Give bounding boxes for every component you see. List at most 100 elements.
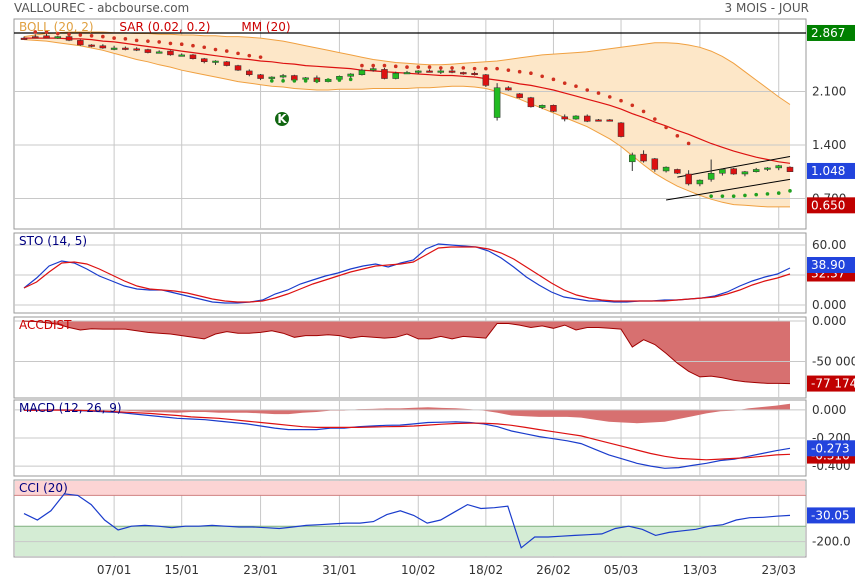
candle-body	[20, 37, 28, 40]
macd-main-tag-bg	[807, 440, 855, 457]
candle-body	[415, 70, 422, 73]
candle-body	[685, 173, 692, 185]
y-tick-1-0: 60.00	[812, 238, 846, 252]
legend-2-0: ACCDIST	[19, 318, 72, 332]
sar-dot	[675, 134, 680, 138]
sar-dot	[348, 77, 353, 82]
sar-dot	[157, 40, 161, 44]
sar-dot	[438, 66, 443, 70]
sar-dot	[517, 69, 522, 74]
sar-dot	[720, 194, 725, 198]
legend-1-0: STO (14, 5)	[19, 234, 87, 248]
candle-body	[347, 73, 354, 77]
x-tick-1: 15/01	[164, 563, 199, 577]
candle-body	[786, 166, 794, 172]
sar-dot	[33, 30, 38, 34]
candle-body	[167, 50, 174, 56]
last-close-tag-bg	[807, 162, 855, 179]
sar-dot	[179, 42, 184, 46]
candle-body	[392, 72, 399, 79]
candle-body	[223, 61, 231, 66]
sar-dot	[551, 77, 556, 82]
sar-dot	[743, 193, 747, 198]
candle-body	[448, 70, 456, 73]
candle-body	[707, 173, 715, 180]
legend-0-1: SAR (0.02, 0.2)	[119, 20, 210, 34]
candle-body	[572, 115, 580, 120]
candle-body	[674, 169, 681, 174]
sar-dot	[776, 191, 781, 195]
legend-4-0: CCI (20)	[19, 481, 68, 495]
sar-dot	[101, 34, 105, 39]
candle-body	[629, 154, 636, 163]
sar-dot	[630, 103, 635, 108]
x-tick-0: 07/01	[97, 563, 132, 577]
candle-body	[189, 54, 197, 59]
x-tick-7: 05/03	[604, 563, 639, 577]
sar-dot	[44, 30, 49, 34]
sar-dot	[89, 34, 94, 38]
sto-main-tag-bg	[807, 257, 855, 273]
candle-body	[741, 171, 749, 175]
last-close-tag: 1.048	[811, 164, 845, 178]
x-tick-8: 13/03	[683, 563, 718, 577]
y-tick-0-0: 2.100	[812, 85, 846, 99]
sar-dot	[427, 65, 432, 69]
sar-dot	[78, 33, 83, 37]
cci-line	[23, 493, 791, 549]
cci-overbought-zone	[15, 481, 805, 496]
candle-body	[775, 165, 782, 169]
candle-body	[493, 87, 501, 118]
candle-body	[538, 105, 546, 108]
sar-dot	[788, 189, 792, 193]
panel-frame-1	[13, 232, 807, 314]
sar-dot	[393, 64, 398, 69]
candle-body	[212, 60, 219, 63]
sar-dot	[326, 78, 330, 82]
sar-dot	[270, 79, 274, 83]
sar-dot	[191, 43, 195, 48]
sar-dot	[731, 194, 736, 198]
candle-body	[527, 97, 535, 108]
sar-dot	[450, 66, 454, 70]
sar-dot	[258, 55, 263, 59]
candle-body	[460, 72, 467, 75]
macd-line-0	[23, 409, 791, 469]
sar-dot	[382, 63, 387, 68]
candle-body	[561, 116, 568, 120]
sar-dot	[416, 65, 421, 69]
trend-line-lower	[666, 178, 791, 201]
sar-dot	[596, 91, 601, 95]
accdist-tag-bg	[807, 375, 855, 392]
candle-body	[696, 179, 704, 185]
sar-dot	[461, 66, 466, 70]
candle-body	[550, 105, 557, 112]
sar-dot	[506, 68, 511, 72]
x-tick-5: 18/02	[469, 563, 504, 577]
candle-body	[719, 169, 726, 174]
sar-dot	[247, 53, 252, 58]
sar-dot	[146, 39, 150, 43]
candle-body	[257, 74, 264, 79]
y-tick-3-0: 0.000	[812, 403, 846, 417]
sar-dot	[709, 194, 713, 198]
macd-main-tag: -0.273	[811, 441, 850, 455]
sar-dot	[585, 88, 590, 92]
sar-dot	[292, 79, 297, 83]
sar-dot	[664, 125, 668, 130]
candle-body	[752, 169, 760, 172]
candle-body	[43, 35, 50, 39]
bollinger-upper-line	[23, 31, 791, 105]
x-tick-6: 26/02	[536, 563, 571, 577]
candle-body	[279, 75, 287, 78]
x-tick-9: 23/03	[761, 563, 796, 577]
y-tick-2-0: 0.000	[812, 314, 846, 328]
x-tick-4: 10/02	[401, 563, 436, 577]
candle-body	[651, 158, 659, 170]
sar-dot	[337, 78, 342, 82]
sto-main-tag: 38.90	[811, 258, 845, 272]
accdist-tag: -77 174	[811, 377, 855, 391]
y-tick-0-1: 1.400	[812, 138, 846, 152]
sar-dot	[360, 63, 364, 68]
